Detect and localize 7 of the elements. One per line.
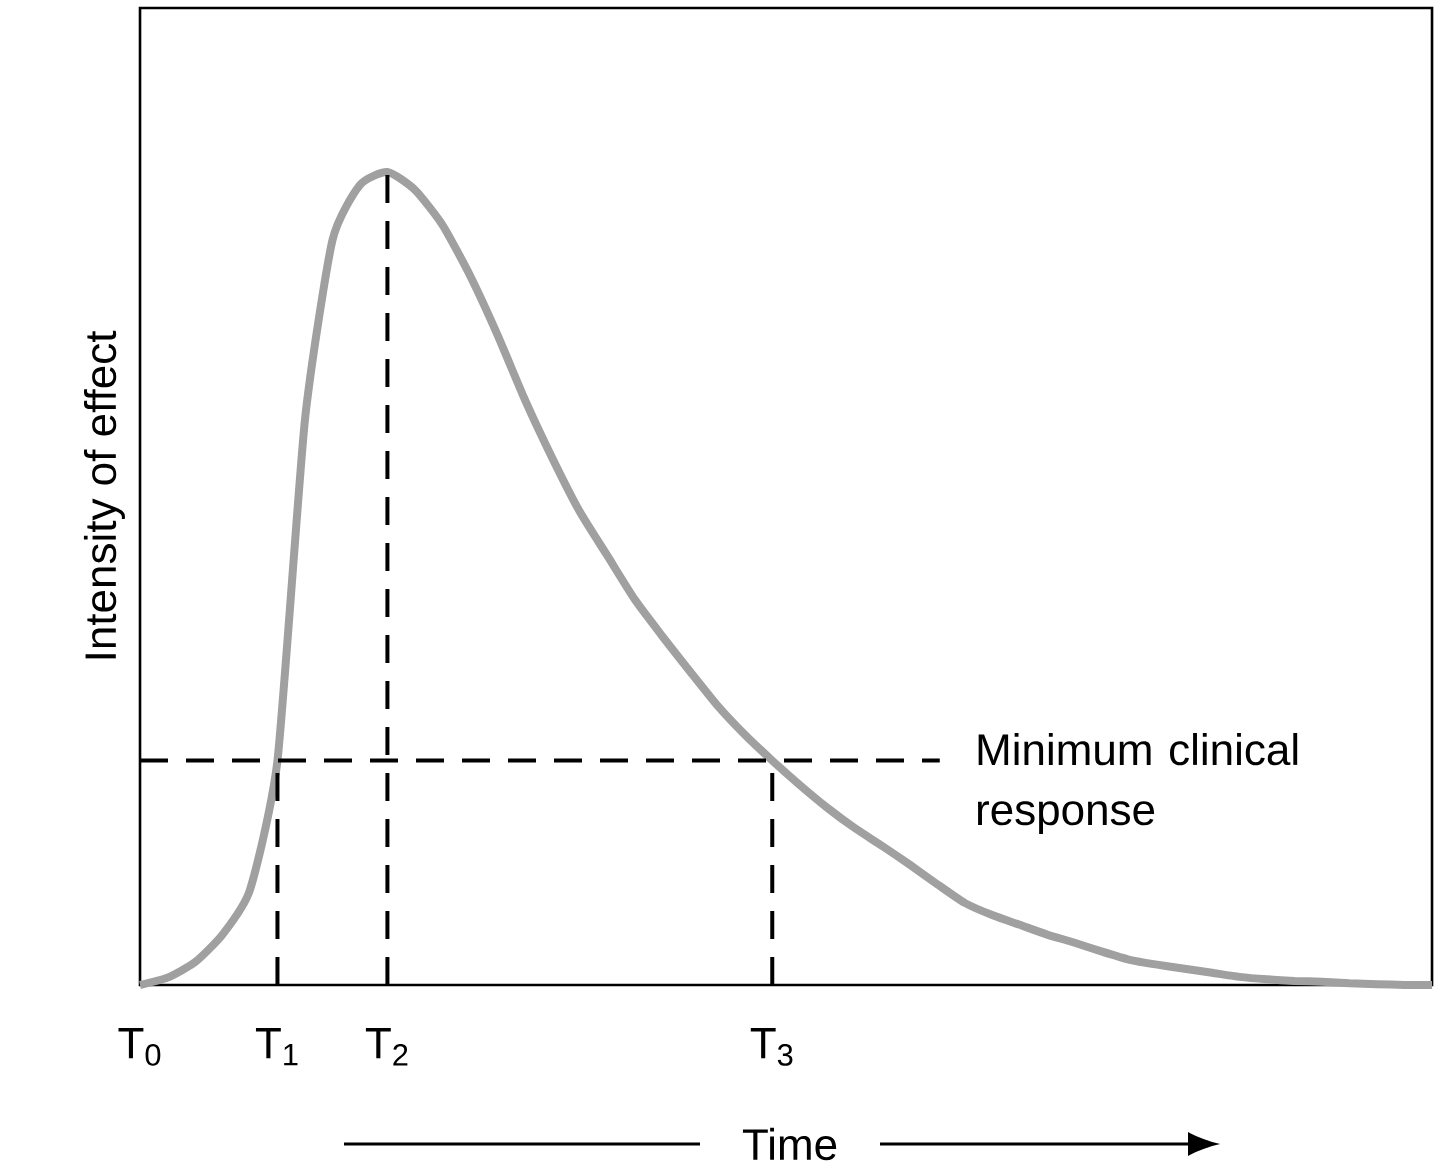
x-axis-title: Time xyxy=(742,1127,837,1161)
x-tick-label: T$_{2}$ xyxy=(365,1028,408,1066)
x-tick-label: T$_{0}$ xyxy=(118,1028,161,1066)
ref-line-label: Minimum clinical response xyxy=(977,732,1298,834)
y-axis-title: Intensity of effect xyxy=(83,330,125,659)
x-tick-label: T$_{1}$ xyxy=(255,1028,298,1066)
x-tick-label: T$_{3}$ xyxy=(750,1028,793,1066)
